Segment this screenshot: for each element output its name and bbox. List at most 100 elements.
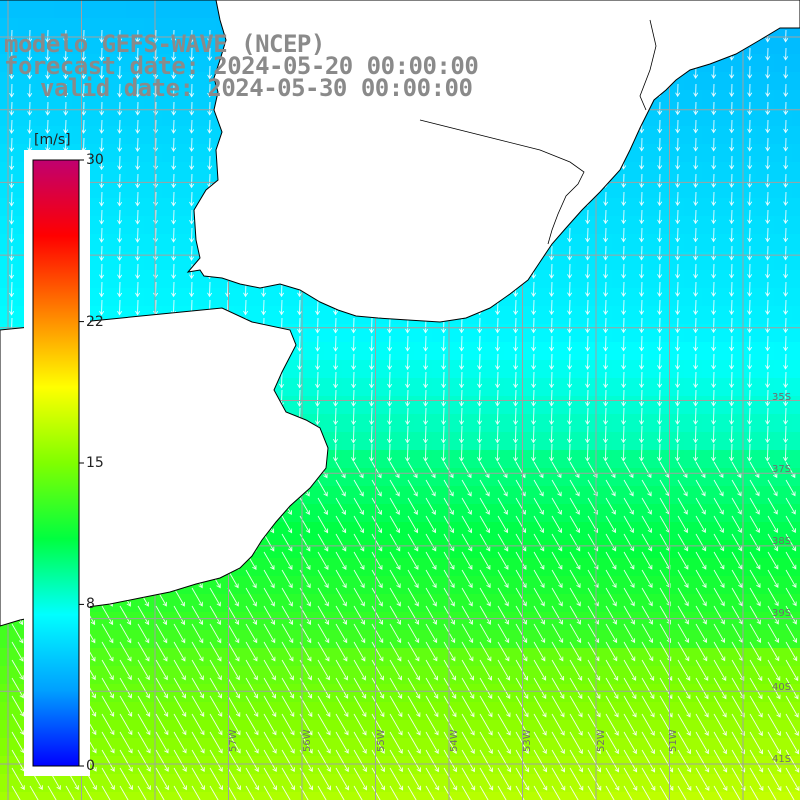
field-cell bbox=[108, 630, 127, 649]
field-cell bbox=[324, 360, 343, 379]
wind-arrow bbox=[297, 353, 303, 371]
field-cell bbox=[54, 36, 73, 55]
wind-arrow bbox=[783, 371, 789, 389]
field-cell bbox=[648, 468, 667, 487]
field-cell bbox=[738, 108, 757, 127]
wind-arrow bbox=[569, 515, 580, 534]
wind-arrow bbox=[479, 695, 493, 718]
wind-arrow bbox=[713, 641, 726, 662]
wind-arrow bbox=[407, 641, 420, 662]
field-cell bbox=[432, 378, 451, 397]
wind-arrow bbox=[407, 551, 419, 570]
field-cell bbox=[144, 666, 163, 685]
field-cell bbox=[594, 540, 613, 559]
wind-arrow bbox=[371, 677, 385, 699]
wind-arrow bbox=[783, 47, 789, 61]
field-cell bbox=[648, 630, 667, 649]
wind-arrow bbox=[693, 155, 699, 170]
wind-arrow bbox=[99, 263, 105, 280]
wind-arrow bbox=[155, 767, 169, 791]
field-cell bbox=[162, 36, 181, 55]
field-cell bbox=[702, 558, 721, 577]
wind-arrow bbox=[711, 119, 717, 134]
field-cell bbox=[756, 414, 775, 433]
field-cell bbox=[0, 72, 19, 91]
field-cell bbox=[540, 414, 559, 433]
wind-arrow bbox=[549, 317, 555, 334]
wind-arrow bbox=[317, 785, 327, 800]
wind-arrow bbox=[729, 83, 735, 98]
field-cell bbox=[396, 522, 415, 541]
field-cell bbox=[252, 630, 271, 649]
wind-arrow bbox=[569, 767, 584, 791]
field-cell bbox=[342, 432, 361, 451]
wind-arrow bbox=[785, 641, 798, 662]
field-cell bbox=[648, 396, 667, 415]
wind-arrow bbox=[711, 425, 716, 444]
field-cell bbox=[702, 648, 721, 667]
field-cell bbox=[576, 630, 595, 649]
wind-arrow bbox=[371, 497, 382, 515]
wind-arrow bbox=[497, 551, 509, 570]
field-cell bbox=[666, 468, 685, 487]
wind-arrow bbox=[281, 551, 293, 570]
field-cell bbox=[720, 90, 739, 109]
field-cell bbox=[756, 288, 775, 307]
field-cell bbox=[486, 450, 505, 469]
wind-arrow bbox=[245, 605, 258, 625]
field-cell bbox=[504, 612, 523, 631]
wind-arrow bbox=[371, 659, 384, 681]
field-cell bbox=[504, 648, 523, 667]
field-cell bbox=[774, 792, 793, 800]
wind-arrow bbox=[227, 605, 240, 625]
wind-arrow bbox=[729, 263, 735, 279]
field-cell bbox=[756, 342, 775, 361]
wind-arrow bbox=[45, 47, 51, 62]
field-cell bbox=[270, 558, 289, 577]
wind-arrow bbox=[783, 407, 789, 425]
field-cell bbox=[594, 306, 613, 325]
wind-arrow bbox=[335, 623, 348, 644]
field-cell bbox=[126, 630, 145, 649]
field-cell bbox=[774, 558, 793, 577]
wind-arrow bbox=[281, 623, 294, 644]
wind-arrow bbox=[335, 749, 349, 773]
field-cell bbox=[162, 774, 181, 793]
wind-arrow bbox=[353, 731, 367, 754]
field-cell bbox=[738, 198, 757, 217]
field-cell bbox=[90, 216, 109, 235]
field-cell bbox=[504, 576, 523, 595]
wind-arrow bbox=[533, 623, 546, 644]
field-cell bbox=[324, 486, 343, 505]
field-cell bbox=[198, 72, 217, 91]
wind-arrow bbox=[585, 425, 590, 444]
wind-arrow bbox=[9, 119, 15, 134]
wind-arrow bbox=[405, 353, 411, 371]
field-cell bbox=[378, 558, 397, 577]
field-cell bbox=[504, 396, 523, 415]
field-cell bbox=[720, 144, 739, 163]
wind-arrow bbox=[461, 659, 475, 681]
field-cell bbox=[108, 54, 127, 73]
wind-arrow bbox=[767, 569, 779, 588]
field-cell bbox=[702, 180, 721, 199]
field-cell bbox=[774, 360, 793, 379]
field-cell bbox=[108, 72, 127, 91]
field-cell bbox=[108, 648, 127, 667]
wind-arrow bbox=[639, 335, 645, 352]
wind-arrow bbox=[603, 263, 609, 279]
wind-arrow bbox=[551, 677, 565, 700]
wind-arrow bbox=[623, 623, 636, 644]
wind-arrow bbox=[533, 677, 547, 700]
wind-arrow bbox=[245, 569, 257, 589]
field-cell bbox=[90, 630, 109, 649]
wind-arrow bbox=[729, 101, 735, 116]
field-cell bbox=[0, 738, 19, 757]
field-cell bbox=[360, 504, 379, 523]
wind-arrow bbox=[659, 587, 671, 607]
field-cell bbox=[144, 234, 163, 253]
wind-arrow bbox=[641, 749, 656, 773]
wind-arrow bbox=[173, 659, 186, 681]
field-cell bbox=[774, 126, 793, 145]
field-cell bbox=[126, 54, 145, 73]
